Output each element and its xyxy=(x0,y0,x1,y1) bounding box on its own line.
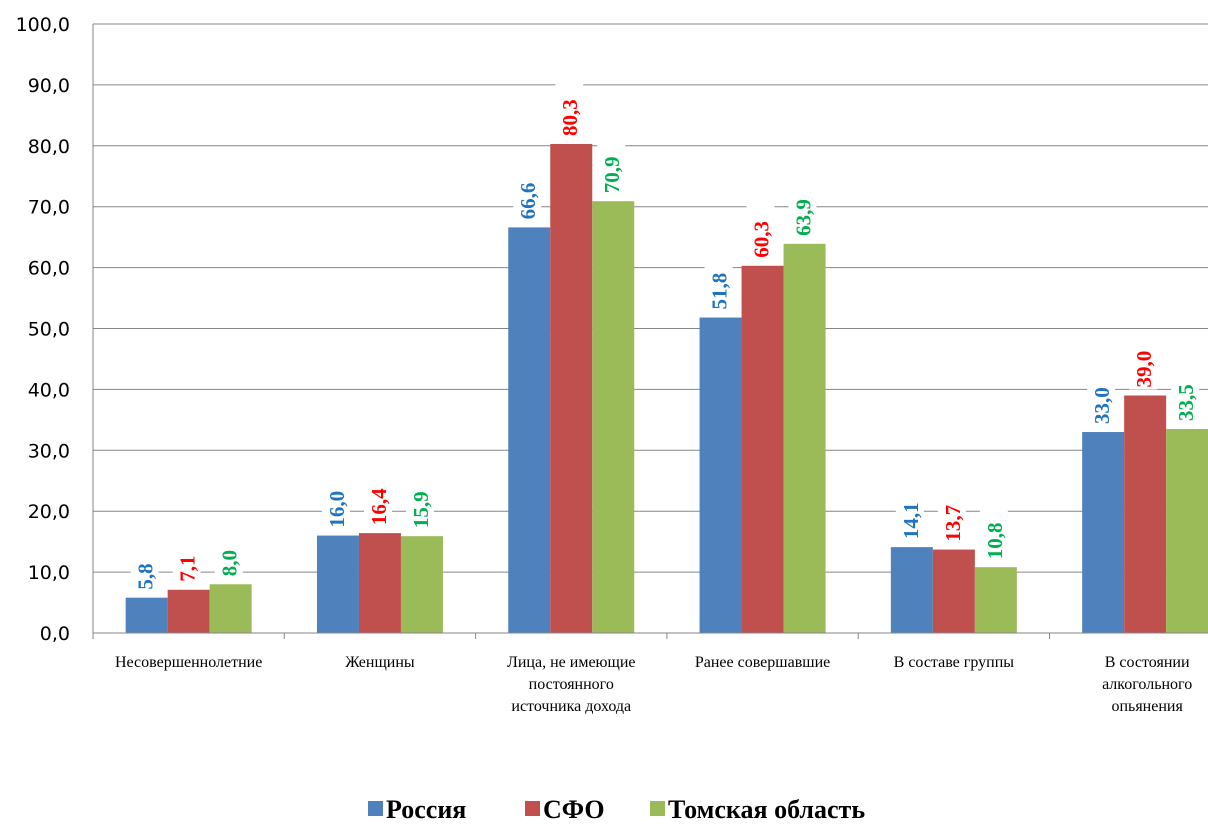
y-tick-label: 0,0 xyxy=(40,623,70,645)
category-label: алкогольного xyxy=(1102,676,1192,693)
category-label: Ранее совершавшие xyxy=(695,654,830,671)
y-tick-label: 40,0 xyxy=(28,379,70,401)
data-label: 16,4 xyxy=(367,488,391,525)
bar xyxy=(1124,395,1167,633)
data-label-backing xyxy=(214,536,243,579)
bar xyxy=(592,201,635,633)
data-label-backing xyxy=(704,257,733,312)
bar xyxy=(932,549,975,633)
legend-label: СФО xyxy=(543,795,605,824)
data-label: 51,8 xyxy=(708,273,732,310)
category-label: Несовершеннолетние xyxy=(115,654,262,671)
y-tick-label: 20,0 xyxy=(28,501,70,523)
bar xyxy=(783,243,826,633)
y-tick-label: 70,0 xyxy=(28,197,70,219)
bar xyxy=(974,567,1017,633)
bar xyxy=(316,535,359,633)
data-label-backing xyxy=(321,475,350,530)
data-label: 7,1 xyxy=(176,556,200,582)
legend-label: Томская область xyxy=(668,795,865,824)
data-label: 10,8 xyxy=(983,522,1007,559)
data-label-backing xyxy=(597,141,626,196)
data-label-backing xyxy=(979,507,1008,562)
data-labels: 5,8 7,1 8,0 16,0 16,4 15,9 66,6 80,3 70,9 51,8 60,… xyxy=(130,83,1200,592)
y-tick-label: 80,0 xyxy=(28,136,70,158)
y-tick-label: 50,0 xyxy=(28,319,70,341)
bar xyxy=(125,597,168,633)
data-label-backing xyxy=(1087,372,1116,427)
category-label: опьянения xyxy=(1111,698,1183,715)
data-label: 70,9 xyxy=(600,156,624,193)
bar xyxy=(508,227,551,633)
data-label: 33,5 xyxy=(1174,384,1198,421)
data-label-backing xyxy=(895,487,924,542)
x-axis-category-labels: Несовершеннолетние Женщины Лица, не имеющи… xyxy=(115,654,1192,715)
y-tick-label: 90,0 xyxy=(28,75,70,97)
bar xyxy=(890,547,933,633)
legend-swatch xyxy=(525,801,540,816)
y-axis-tick-labels: 0,0 10,0 20,0 30,0 40,0 50,0 60,0 70,0 80,0 90,0 1… xyxy=(16,14,70,645)
data-label-backing xyxy=(746,205,775,260)
bar xyxy=(741,265,784,633)
data-label-backing xyxy=(555,83,584,138)
data-label-backing xyxy=(130,549,159,592)
bar xyxy=(167,589,210,633)
bar xyxy=(358,533,401,633)
data-label-backing xyxy=(1171,368,1200,423)
y-tick-label: 30,0 xyxy=(28,440,70,462)
data-label-backing xyxy=(363,473,392,528)
y-tick-label: 10,0 xyxy=(28,562,70,584)
data-label: 80,3 xyxy=(558,99,582,136)
data-label: 39,0 xyxy=(1132,351,1156,388)
y-tick-label: 100,0 xyxy=(16,14,70,36)
data-label-backing xyxy=(1129,335,1158,390)
legend-swatch xyxy=(368,801,383,816)
bar xyxy=(699,317,742,633)
data-label: 60,3 xyxy=(750,221,774,258)
data-label: 33,0 xyxy=(1090,387,1114,424)
data-label: 16,0 xyxy=(325,491,349,528)
category-label: источника дохода xyxy=(511,698,631,715)
data-label: 5,8 xyxy=(134,563,158,589)
gridlines xyxy=(93,23,1208,573)
data-label: 63,9 xyxy=(792,199,816,236)
category-label: постоянного xyxy=(529,676,614,693)
legend-swatch xyxy=(650,801,665,816)
data-label: 66,6 xyxy=(516,183,540,220)
data-label-backing xyxy=(405,476,434,531)
category-label: Женщины xyxy=(345,654,415,671)
bar xyxy=(400,536,443,633)
data-label-backing xyxy=(513,167,542,222)
bar xyxy=(209,584,252,633)
axes xyxy=(92,24,1208,639)
data-label: 8,0 xyxy=(218,550,242,576)
data-label-backing xyxy=(937,489,966,544)
bar xyxy=(1166,428,1208,633)
legend-label: Россия xyxy=(386,795,466,824)
data-label: 13,7 xyxy=(941,505,965,542)
bars xyxy=(125,143,1208,633)
data-label-backing xyxy=(788,183,817,238)
data-label: 15,9 xyxy=(409,491,433,528)
category-label: Лица, не имеющие xyxy=(507,654,635,671)
bar xyxy=(550,143,593,633)
data-label-backing xyxy=(172,541,201,584)
bar xyxy=(1082,432,1125,633)
data-label: 14,1 xyxy=(899,502,923,539)
category-label: В составе группы xyxy=(894,654,1015,671)
category-label: В состоянии xyxy=(1105,654,1190,671)
y-tick-label: 60,0 xyxy=(28,258,70,280)
legend: Россия СФО Томская область xyxy=(368,795,865,824)
